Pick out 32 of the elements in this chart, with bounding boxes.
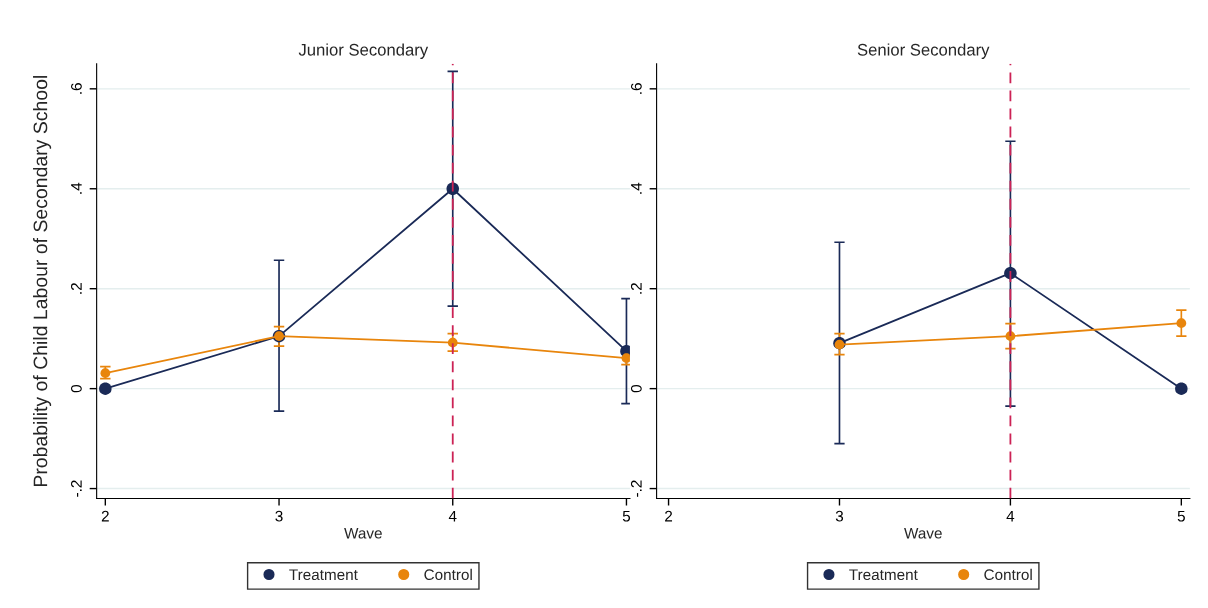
legend-label: Control xyxy=(424,568,472,581)
x-tick-label: 2 xyxy=(101,510,109,522)
x-tick-label: 3 xyxy=(835,510,844,522)
y-axis-title: Probability of Child Labour of Secondary School xyxy=(33,76,52,487)
y-tick-label: .6 xyxy=(71,83,82,94)
point xyxy=(1005,331,1016,342)
legend-label: Treatment xyxy=(289,569,358,581)
point xyxy=(1004,266,1017,280)
x-tick-label: 2 xyxy=(665,510,673,522)
y-tick-label: .2 xyxy=(630,283,642,294)
y-tick-label: .4 xyxy=(71,182,82,194)
legend-label: Treatment xyxy=(849,569,918,581)
y-tick-label: .4 xyxy=(631,182,642,194)
x-axis-title: Wave xyxy=(344,527,382,539)
chart-title: Junior Secondary xyxy=(298,43,429,59)
legend-label: Control xyxy=(984,568,1032,581)
y-tick-label: -.2 xyxy=(71,480,82,497)
y-tick-label: .2 xyxy=(71,283,82,294)
x-tick-label: 4 xyxy=(448,510,457,522)
y-tick-label: 0 xyxy=(630,384,642,393)
x-tick-label: 3 xyxy=(275,510,283,522)
y-tick-label: 0 xyxy=(71,384,82,393)
x-tick-label: 4 xyxy=(1006,510,1015,522)
point xyxy=(1176,318,1187,329)
y-tick-label: -.2 xyxy=(630,480,642,497)
point xyxy=(99,382,112,395)
chart-title: Senior Secondary xyxy=(857,43,990,59)
point xyxy=(1175,382,1188,395)
x-axis-title: Wave xyxy=(904,527,942,539)
y-tick-label: .6 xyxy=(630,83,642,94)
x-tick-label: 5 xyxy=(622,510,631,522)
x-tick-label: 5 xyxy=(1177,510,1185,522)
